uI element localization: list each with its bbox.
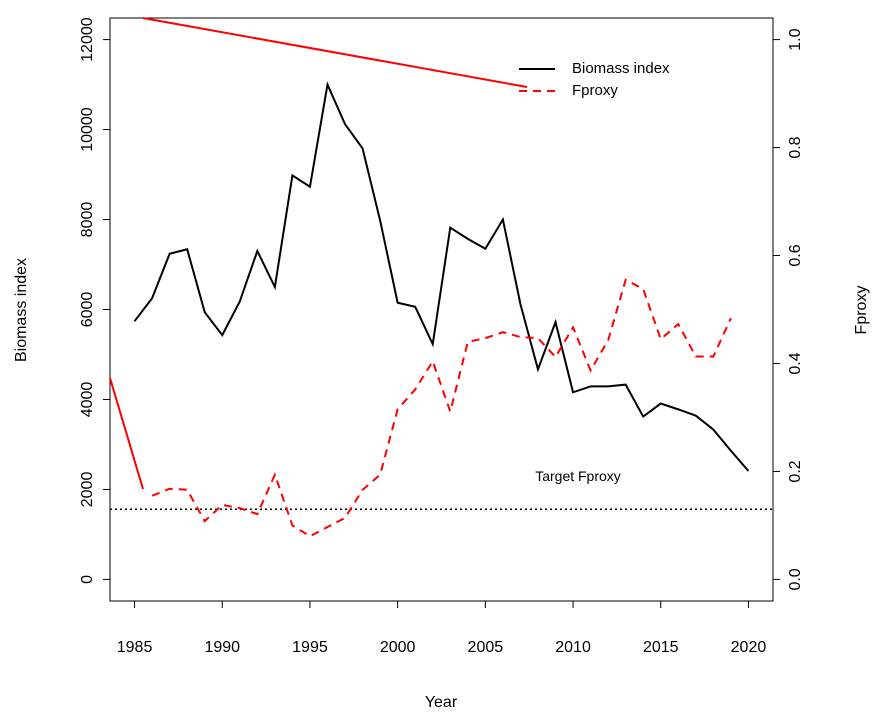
y2-axis-label: Fproxy	[853, 286, 870, 335]
reference-label: Target Fproxy	[535, 468, 621, 484]
series-line	[133, 81, 750, 472]
y2-tick-label: 0.0	[787, 568, 804, 590]
legend-label: Fproxy	[572, 82, 618, 99]
x-tick-label: 1990	[204, 639, 240, 656]
x-tick-label: 2005	[468, 639, 504, 656]
y2-tick-label: 0.6	[787, 244, 804, 266]
y-tick-label: 10000	[79, 107, 96, 152]
red-segment	[142, 17, 528, 88]
y2-tick-label: 0.2	[787, 460, 804, 482]
x-tick-label: 1985	[117, 639, 153, 656]
y-axis-label: Biomass index	[13, 258, 30, 362]
y-tick-label: 8000	[79, 202, 96, 238]
y-tick-label: 4000	[79, 382, 96, 418]
y2-tick-label: 0.4	[787, 352, 804, 374]
y2-tick-label: 0.8	[787, 136, 804, 158]
series-line	[151, 278, 732, 538]
y-tick-label: 2000	[79, 472, 96, 508]
x-axis-label: Year	[425, 694, 458, 711]
y2-tick-label: 1.0	[787, 28, 804, 50]
x-tick-label: 2020	[731, 639, 767, 656]
red-segment	[109, 377, 144, 490]
x-tick-label: 1995	[292, 639, 328, 656]
y-tick-label: 12000	[79, 17, 96, 62]
x-tick-label: 2010	[555, 639, 591, 656]
x-tick-label: 2015	[643, 639, 679, 656]
legend-label: Biomass index	[572, 60, 670, 77]
plot-box	[109, 17, 774, 602]
x-tick-label: 2000	[380, 639, 416, 656]
y-tick-label: 6000	[79, 292, 96, 328]
y-tick-label: 0	[79, 575, 96, 584]
